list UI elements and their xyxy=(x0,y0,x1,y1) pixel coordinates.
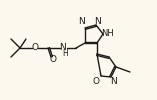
Text: O: O xyxy=(49,55,57,64)
Text: N: N xyxy=(60,44,66,52)
Text: NH: NH xyxy=(102,28,114,38)
Text: N: N xyxy=(79,16,85,26)
Text: O: O xyxy=(32,44,38,52)
Text: N: N xyxy=(95,16,101,26)
Text: O: O xyxy=(92,76,100,86)
Text: H: H xyxy=(62,48,68,58)
Text: N: N xyxy=(111,78,117,86)
